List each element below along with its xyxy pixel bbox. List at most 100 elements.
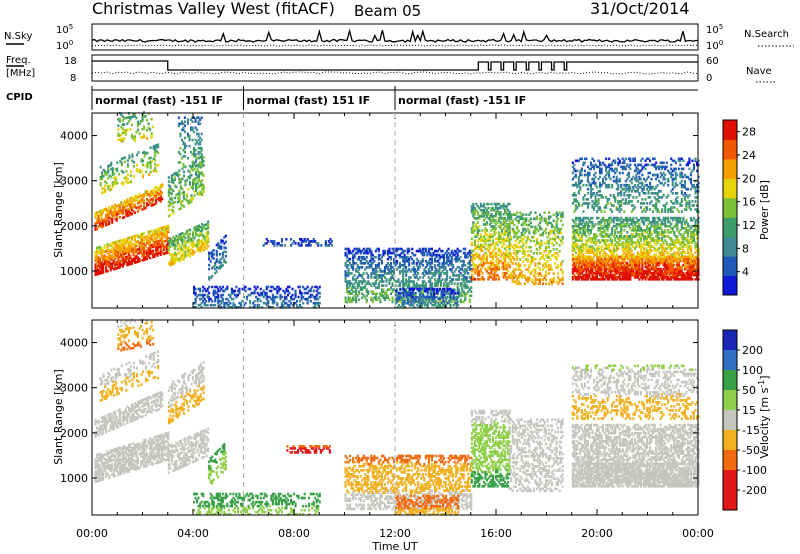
- range-time-cell: [421, 249, 424, 253]
- range-time-cell: [470, 208, 473, 212]
- range-time-cell: [493, 243, 496, 247]
- range-time-cell: [514, 262, 517, 265]
- range-time-cell: [485, 208, 488, 212]
- range-time-cell: [146, 249, 149, 253]
- range-time-cell: [104, 170, 107, 173]
- range-time-cell: [449, 253, 452, 257]
- range-time-cell: [519, 264, 522, 267]
- range-time-cell: [582, 259, 585, 263]
- range-time-cell: [346, 264, 349, 267]
- range-time-cell: [671, 263, 674, 267]
- range-time-cell: [383, 272, 386, 275]
- range-time-cell: [173, 245, 176, 249]
- range-time-cell: [661, 276, 664, 279]
- range-time-cell: [617, 255, 620, 259]
- range-time-cell: [157, 151, 160, 155]
- range-time-cell: [620, 267, 623, 271]
- range-time-cell: [158, 186, 161, 190]
- range-time-cell: [285, 289, 288, 293]
- range-time-cell: [545, 231, 548, 235]
- range-time-cell: [314, 303, 317, 307]
- range-time-cell: [279, 244, 282, 247]
- range-time-cell: [470, 227, 473, 230]
- range-time-cell: [94, 271, 97, 274]
- range-time-cell: [189, 170, 192, 174]
- range-time-cell: [153, 237, 156, 240]
- range-time-cell: [100, 221, 103, 225]
- range-time-cell: [502, 257, 505, 261]
- range-time-cell: [612, 265, 615, 269]
- range-time-cell: [423, 268, 426, 271]
- range-time-cell: [540, 256, 543, 259]
- range-time-cell: [276, 242, 279, 245]
- range-time-cell: [114, 217, 117, 221]
- range-time-cell: [438, 274, 441, 277]
- range-time-cell: [97, 270, 100, 274]
- range-time-cell: [109, 217, 112, 221]
- range-time-cell: [411, 289, 414, 293]
- range-time-cell: [513, 248, 516, 251]
- range-time-cell: [470, 269, 473, 273]
- range-time-cell: [133, 239, 136, 242]
- range-time-cell: [665, 263, 668, 267]
- range-time-cell: [423, 295, 426, 299]
- range-time-cell: [229, 301, 232, 305]
- range-time-cell: [194, 299, 197, 303]
- range-time-cell: [199, 225, 202, 229]
- range-time-cell: [523, 217, 526, 221]
- range-time-cell: [688, 273, 691, 277]
- range-time-cell: [540, 252, 543, 255]
- range-time-cell: [123, 137, 126, 140]
- range-time-cell: [508, 276, 511, 279]
- range-time-cell: [201, 183, 204, 186]
- range-time-cell: [178, 169, 181, 172]
- range-time-cell: [605, 269, 608, 273]
- range-time-cell: [141, 193, 144, 197]
- range-time-cell: [443, 303, 446, 307]
- range-time-cell: [668, 255, 671, 259]
- range-time-cell: [436, 259, 439, 263]
- range-time-cell: [156, 189, 159, 192]
- range-time-cell: [129, 260, 132, 264]
- range-time-cell: [349, 290, 352, 293]
- range-time-cell: [446, 253, 449, 257]
- range-time-cell: [423, 286, 426, 289]
- range-time-cell: [399, 300, 402, 304]
- range-time-cell: [112, 261, 115, 265]
- range-time-cell: [273, 240, 276, 243]
- range-time-cell: [179, 238, 182, 242]
- range-time-cell: [508, 213, 511, 216]
- range-time-cell: [662, 261, 665, 265]
- range-time-cell: [456, 290, 459, 293]
- range-time-cell: [355, 270, 358, 273]
- range-time-cell: [588, 276, 591, 279]
- range-time-cell: [606, 276, 609, 279]
- range-time-cell: [120, 253, 123, 256]
- range-time-cell: [393, 278, 396, 281]
- range-time-cell: [632, 269, 635, 273]
- range-time-cell: [685, 265, 688, 269]
- range-time-cell: [488, 245, 491, 249]
- range-time-cell: [649, 263, 652, 267]
- range-time-cell: [665, 271, 668, 275]
- range-time-cell: [167, 240, 170, 243]
- range-time-cell: [196, 128, 199, 132]
- range-time-cell: [288, 306, 291, 309]
- range-time-cell: [447, 247, 450, 251]
- range-time-cell: [400, 255, 403, 259]
- range-time-cell: [446, 259, 449, 263]
- range-time-cell: [394, 249, 397, 253]
- range-time-cell: [117, 250, 120, 253]
- range-time-cell: [108, 253, 111, 256]
- range-time-cell: [176, 200, 179, 204]
- range-time-cell: [461, 288, 464, 291]
- range-time-cell: [582, 261, 585, 265]
- range-time-cell: [484, 231, 487, 234]
- range-time-cell: [365, 290, 368, 293]
- range-time-cell: [318, 291, 321, 295]
- range-time-cell: [265, 285, 268, 289]
- range-time-cell: [667, 271, 670, 275]
- range-time-cell: [465, 255, 468, 259]
- range-time-cell: [96, 217, 99, 221]
- range-time-cell: [164, 252, 167, 255]
